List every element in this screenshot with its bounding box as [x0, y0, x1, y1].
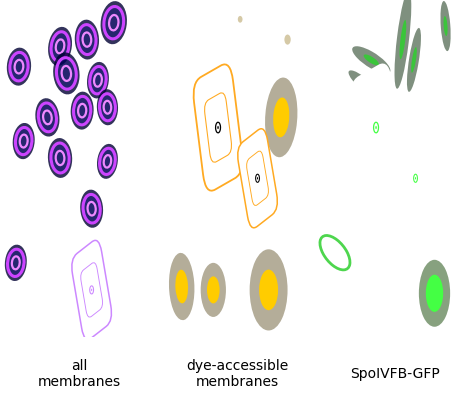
Ellipse shape	[52, 264, 68, 290]
Ellipse shape	[273, 98, 289, 138]
Ellipse shape	[97, 90, 118, 126]
Ellipse shape	[27, 193, 52, 231]
Circle shape	[46, 245, 48, 248]
Ellipse shape	[48, 139, 72, 178]
Ellipse shape	[444, 17, 447, 37]
Ellipse shape	[39, 104, 56, 132]
FancyBboxPatch shape	[23, 183, 72, 309]
Ellipse shape	[74, 98, 91, 125]
Circle shape	[426, 275, 443, 312]
Ellipse shape	[207, 276, 219, 303]
Ellipse shape	[394, 0, 411, 90]
Ellipse shape	[100, 150, 115, 174]
Circle shape	[91, 289, 92, 291]
Ellipse shape	[175, 270, 188, 303]
Circle shape	[257, 178, 258, 180]
Ellipse shape	[78, 26, 96, 55]
Ellipse shape	[97, 144, 118, 180]
Ellipse shape	[352, 47, 391, 74]
Text: B: B	[166, 13, 179, 31]
Ellipse shape	[265, 79, 298, 158]
FancyBboxPatch shape	[72, 241, 111, 339]
Text: A: A	[8, 13, 21, 31]
Ellipse shape	[52, 34, 69, 61]
Ellipse shape	[169, 253, 194, 320]
FancyBboxPatch shape	[193, 65, 243, 191]
Ellipse shape	[13, 124, 35, 160]
Ellipse shape	[36, 99, 59, 137]
Ellipse shape	[5, 245, 27, 281]
Ellipse shape	[8, 250, 24, 276]
Circle shape	[419, 260, 450, 327]
Ellipse shape	[284, 36, 291, 45]
Ellipse shape	[238, 17, 243, 24]
Ellipse shape	[83, 196, 100, 223]
Ellipse shape	[10, 54, 27, 81]
Circle shape	[415, 178, 416, 180]
Text: C: C	[324, 13, 336, 31]
Ellipse shape	[75, 20, 99, 61]
Circle shape	[375, 127, 377, 130]
Text: dye-accessible
membranes: dye-accessible membranes	[186, 358, 288, 388]
FancyBboxPatch shape	[352, 65, 401, 191]
Circle shape	[217, 127, 219, 130]
Ellipse shape	[104, 8, 123, 39]
Ellipse shape	[201, 263, 226, 317]
Text: all
membranes: all membranes	[37, 358, 120, 388]
Text: SpoIVFB-GFP: SpoIVFB-GFP	[350, 366, 440, 380]
Ellipse shape	[71, 92, 94, 130]
Ellipse shape	[57, 59, 76, 89]
Ellipse shape	[80, 190, 103, 228]
Ellipse shape	[100, 2, 127, 45]
Ellipse shape	[16, 129, 32, 155]
Ellipse shape	[411, 48, 417, 74]
Ellipse shape	[259, 270, 278, 310]
Ellipse shape	[440, 2, 451, 52]
Ellipse shape	[348, 71, 378, 97]
Ellipse shape	[53, 53, 80, 95]
Ellipse shape	[31, 199, 48, 226]
Ellipse shape	[407, 29, 421, 92]
Ellipse shape	[357, 79, 369, 90]
FancyBboxPatch shape	[396, 129, 436, 228]
Ellipse shape	[400, 21, 406, 60]
FancyBboxPatch shape	[237, 129, 277, 228]
Ellipse shape	[364, 55, 379, 66]
Ellipse shape	[90, 68, 106, 94]
Ellipse shape	[51, 144, 69, 173]
Ellipse shape	[7, 49, 31, 86]
Ellipse shape	[49, 258, 71, 295]
Ellipse shape	[250, 249, 288, 330]
Ellipse shape	[48, 28, 72, 67]
Ellipse shape	[100, 95, 115, 121]
Ellipse shape	[87, 63, 109, 99]
